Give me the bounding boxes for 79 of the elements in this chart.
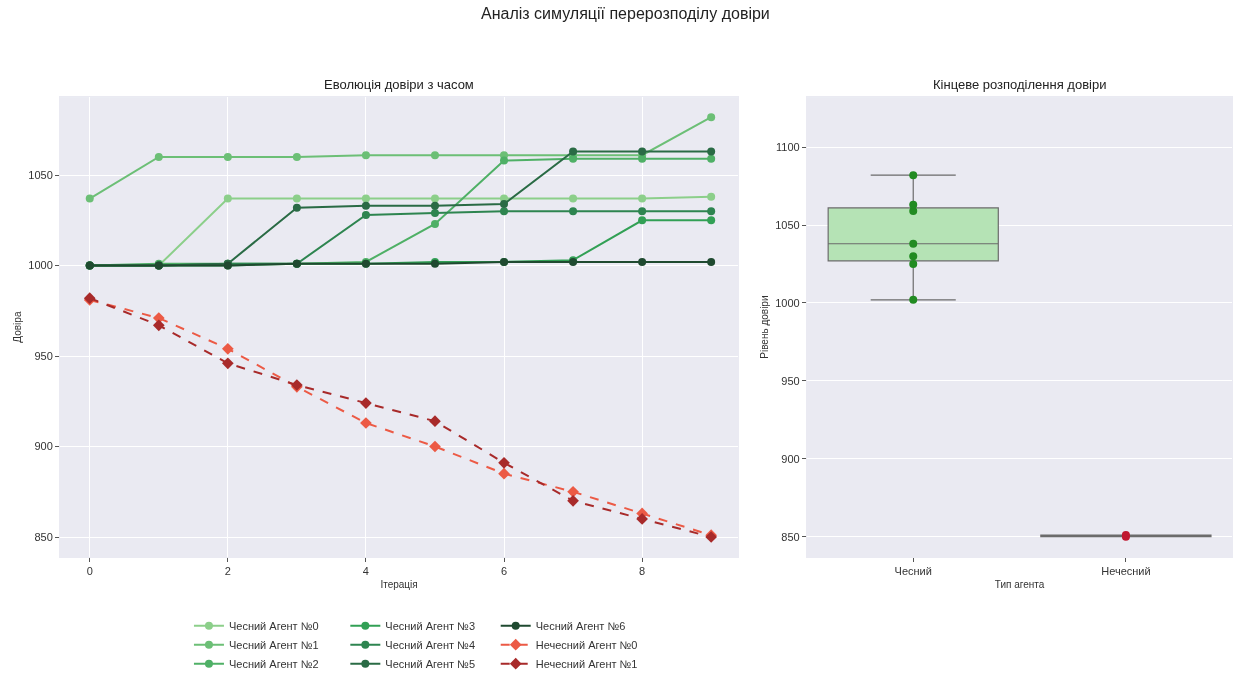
point [569, 207, 578, 216]
y-tick-label: 950 [781, 374, 800, 387]
point [430, 201, 439, 210]
legend-label: Чесний Агент №2 [228, 657, 319, 670]
point [360, 397, 372, 409]
point [707, 207, 716, 216]
point [223, 152, 232, 161]
point [361, 210, 370, 219]
point [152, 319, 165, 332]
point [569, 194, 578, 203]
chart-title: Кінцеве розподілення довіри [933, 77, 1107, 92]
legend-label: Чесний Агент №1 [228, 638, 319, 651]
point [430, 194, 439, 203]
point [292, 203, 301, 212]
y-tick-label: 850 [34, 530, 53, 543]
point [707, 216, 716, 225]
point [638, 147, 647, 156]
point [430, 219, 439, 228]
point [707, 154, 716, 163]
legend-label: Чесний Агент №3 [385, 619, 476, 632]
y-tick-label: 850 [781, 530, 800, 543]
point [500, 207, 509, 216]
y-tick-label: 1000 [775, 296, 800, 309]
point [500, 156, 509, 165]
legend-label: Чесний Агент №6 [535, 619, 626, 632]
point [223, 194, 232, 203]
point [430, 151, 439, 160]
point [292, 194, 301, 203]
point [429, 415, 441, 428]
y-tick-label: 950 [34, 349, 53, 362]
point [567, 485, 579, 498]
point [638, 194, 647, 203]
legend-label: Чесний Агент №4 [385, 638, 476, 651]
point [221, 357, 234, 370]
point [498, 467, 510, 480]
y-tick-label: 1050 [775, 218, 800, 231]
point [707, 257, 716, 266]
point [707, 147, 716, 156]
point [707, 192, 716, 201]
point [430, 209, 439, 218]
x-tick-label: Нечесний [1101, 565, 1151, 578]
y-axis-title: Рівень довіри [759, 295, 771, 359]
y-tick-label: 1000 [28, 259, 53, 272]
chart-title: Еволюція довіри з часом [324, 77, 474, 92]
point [707, 113, 716, 122]
y-tick-label: 1050 [28, 168, 53, 181]
x-tick-label: Чесний [894, 565, 932, 578]
point [85, 194, 94, 203]
text: Аналіз симуляції перерозподілу довіри [481, 5, 770, 22]
legend-label: Чесний Агент №0 [228, 619, 319, 632]
legend-label: Нечесний Агент №1 [535, 657, 638, 670]
x-tick-label: 0 [86, 565, 93, 578]
point [638, 216, 647, 225]
x-axis-title: Ітерація [380, 578, 418, 590]
x-tick-label: 8 [639, 565, 646, 578]
x-tick-label: 4 [362, 565, 369, 578]
y-axis-title: Довіра [12, 311, 24, 343]
x-tick-label: 2 [224, 565, 231, 578]
x-axis-title: Тип агента [994, 578, 1045, 590]
legend-label: Чесний Агент №5 [385, 657, 476, 670]
point [361, 194, 370, 203]
y-tick-label: 900 [34, 440, 53, 453]
y-tick-label: 1100 [776, 140, 800, 153]
point [154, 152, 163, 161]
point [292, 152, 301, 161]
point [636, 513, 648, 525]
point [498, 456, 510, 469]
point [429, 440, 441, 453]
point [221, 342, 234, 355]
point [638, 207, 647, 216]
point [361, 201, 370, 210]
y-tick-label: 900 [781, 452, 800, 465]
point [567, 494, 579, 507]
legend-label: Нечесний Агент №0 [535, 638, 638, 651]
point [500, 200, 509, 209]
x-tick-label: 6 [500, 565, 508, 578]
point [361, 151, 370, 160]
point [569, 147, 578, 156]
point [638, 257, 647, 266]
